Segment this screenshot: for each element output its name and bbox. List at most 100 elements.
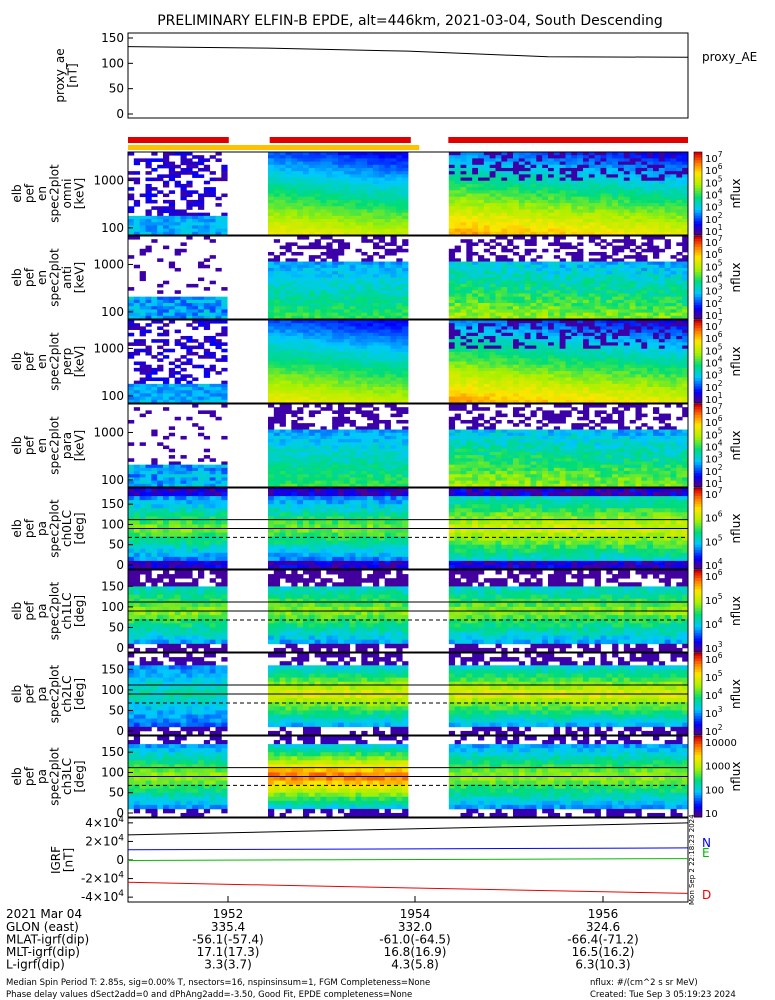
- heatmap-cell-perp: [320, 339, 327, 343]
- heatmap-cell-perp: [530, 390, 537, 394]
- heatmap-cell-perp: [279, 393, 286, 398]
- heatmap-cell-perp: [303, 367, 310, 372]
- heatmap-cell-anti: [623, 280, 631, 285]
- heatmap-cell-omni: [536, 219, 543, 223]
- heatmap-cell-omni: [332, 206, 339, 210]
- heatmap-cell-omni: [157, 209, 164, 214]
- heatmap-cell-omni: [664, 161, 671, 166]
- heatmap-cell-omni: [396, 164, 403, 169]
- heatmap-cell-omni: [291, 187, 298, 191]
- colorbar-segment-anti: [694, 236, 702, 240]
- heatmap-cell-omni: [466, 174, 473, 178]
- heatmap-cell-perp: [314, 342, 321, 346]
- heatmap-cell-anti: [518, 287, 526, 291]
- heatmap-cell-omni: [507, 158, 514, 162]
- heatmap-cell-perp: [553, 383, 561, 388]
- heatmap-cell-perp: [518, 348, 526, 353]
- heatmap-cell-perp: [530, 358, 537, 362]
- heatmap-cell-omni: [349, 199, 356, 204]
- heatmap-cell-perp: [518, 323, 526, 327]
- heatmap-cell-anti: [664, 312, 671, 317]
- heatmap-cell-perp: [198, 345, 205, 350]
- heatmap-cell-perp: [384, 355, 391, 359]
- heatmap-cell-perp: [320, 358, 327, 362]
- heatmap-cell-omni: [635, 164, 642, 169]
- heatmap-cell-omni: [606, 180, 613, 185]
- heatmap-cell-omni: [600, 222, 607, 226]
- heatmap-cell-perp: [548, 364, 555, 369]
- heatmap-cell-anti: [623, 315, 631, 320]
- heatmap-cell-perp: [355, 342, 362, 346]
- heatmap-cell-omni: [513, 206, 520, 210]
- heatmap-cell-perp: [326, 351, 333, 356]
- heatmap-cell-anti: [384, 264, 391, 269]
- heatmap-cell-perp: [524, 358, 531, 362]
- heatmap-cell-omni: [332, 209, 339, 214]
- heatmap-cell-perp: [174, 377, 181, 382]
- heatmap-cell-perp: [303, 326, 310, 330]
- heatmap-cell-anti: [606, 287, 613, 291]
- heatmap-cell-omni: [588, 206, 596, 210]
- heatmap-cell-perp: [373, 329, 380, 334]
- heatmap-cell-anti: [448, 287, 456, 291]
- heatmap-cell-anti: [367, 303, 374, 307]
- heatmap-cell-anti: [495, 280, 502, 285]
- heatmap-cell-perp: [454, 387, 461, 391]
- heatmap-cell-omni: [536, 209, 543, 214]
- heatmap-cell-perp: [402, 355, 409, 359]
- heatmap-cell-omni: [653, 180, 660, 185]
- heatmap-cell-perp: [332, 339, 339, 343]
- heatmap-cell-perp: [454, 355, 461, 359]
- heatmap-cell-anti: [658, 306, 666, 310]
- colorbar-segment-omni: [694, 152, 702, 156]
- heatmap-cell-anti: [612, 303, 619, 307]
- heatmap-cell-omni: [343, 190, 351, 194]
- heatmap-cell-anti: [349, 315, 356, 320]
- heatmap-cell-perp: [507, 335, 514, 340]
- heatmap-cell-anti: [682, 309, 689, 314]
- heatmap-cell-omni: [623, 231, 631, 236]
- heatmap-cell-omni: [559, 177, 566, 182]
- heatmap-cell-omni: [384, 231, 391, 236]
- heatmap-cell-anti: [530, 296, 537, 301]
- heatmap-cell-perp: [186, 399, 193, 404]
- heatmap-cell-anti: [285, 290, 292, 294]
- colorbar-segment-anti: [694, 288, 702, 292]
- heatmap-cell-omni: [670, 183, 677, 188]
- heatmap-cell-anti: [285, 245, 292, 250]
- heatmap-cell-perp: [285, 387, 292, 391]
- heatmap-cell-perp: [536, 380, 543, 385]
- heatmap-cell-anti: [303, 267, 310, 272]
- heatmap-cell-omni: [268, 177, 275, 182]
- heatmap-cell-omni: [588, 190, 596, 194]
- heatmap-cell-anti: [279, 264, 286, 269]
- heatmap-cell-omni: [530, 219, 537, 223]
- colorbar-segment-anti: [694, 277, 702, 281]
- heatmap-cell-perp: [367, 339, 374, 343]
- heatmap-cell-omni: [542, 167, 549, 172]
- colorbar-tick-label-omni: 107: [705, 150, 723, 165]
- heatmap-cell-perp: [390, 387, 397, 391]
- heatmap-cell-omni: [641, 183, 648, 188]
- heatmap-cell-anti: [279, 293, 286, 298]
- heatmap-cell-anti: [139, 248, 146, 253]
- colorbar-segment-anti: [694, 249, 702, 254]
- heatmap-cell-omni: [530, 171, 537, 175]
- heatmap-cell-perp: [478, 345, 485, 350]
- heatmap-cell-anti: [489, 251, 496, 256]
- heatmap-cell-anti: [448, 303, 456, 307]
- heatmap-cell-perp: [174, 339, 181, 343]
- heatmap-cell-omni: [670, 167, 677, 172]
- heatmap-cell-omni: [606, 171, 613, 175]
- heatmap-cell-anti: [559, 271, 566, 275]
- heatmap-cell-omni: [157, 177, 164, 182]
- heatmap-cell-omni: [174, 219, 181, 223]
- heatmap-cell-anti: [355, 261, 362, 266]
- heatmap-cell-perp: [203, 320, 211, 324]
- heatmap-cell-perp: [513, 367, 520, 372]
- heatmap-cell-omni: [297, 155, 304, 159]
- heatmap-cell-perp: [203, 326, 211, 330]
- heatmap-cell-omni: [297, 183, 304, 188]
- heatmap-cell-perp: [157, 351, 164, 356]
- heatmap-cell-anti: [390, 287, 397, 291]
